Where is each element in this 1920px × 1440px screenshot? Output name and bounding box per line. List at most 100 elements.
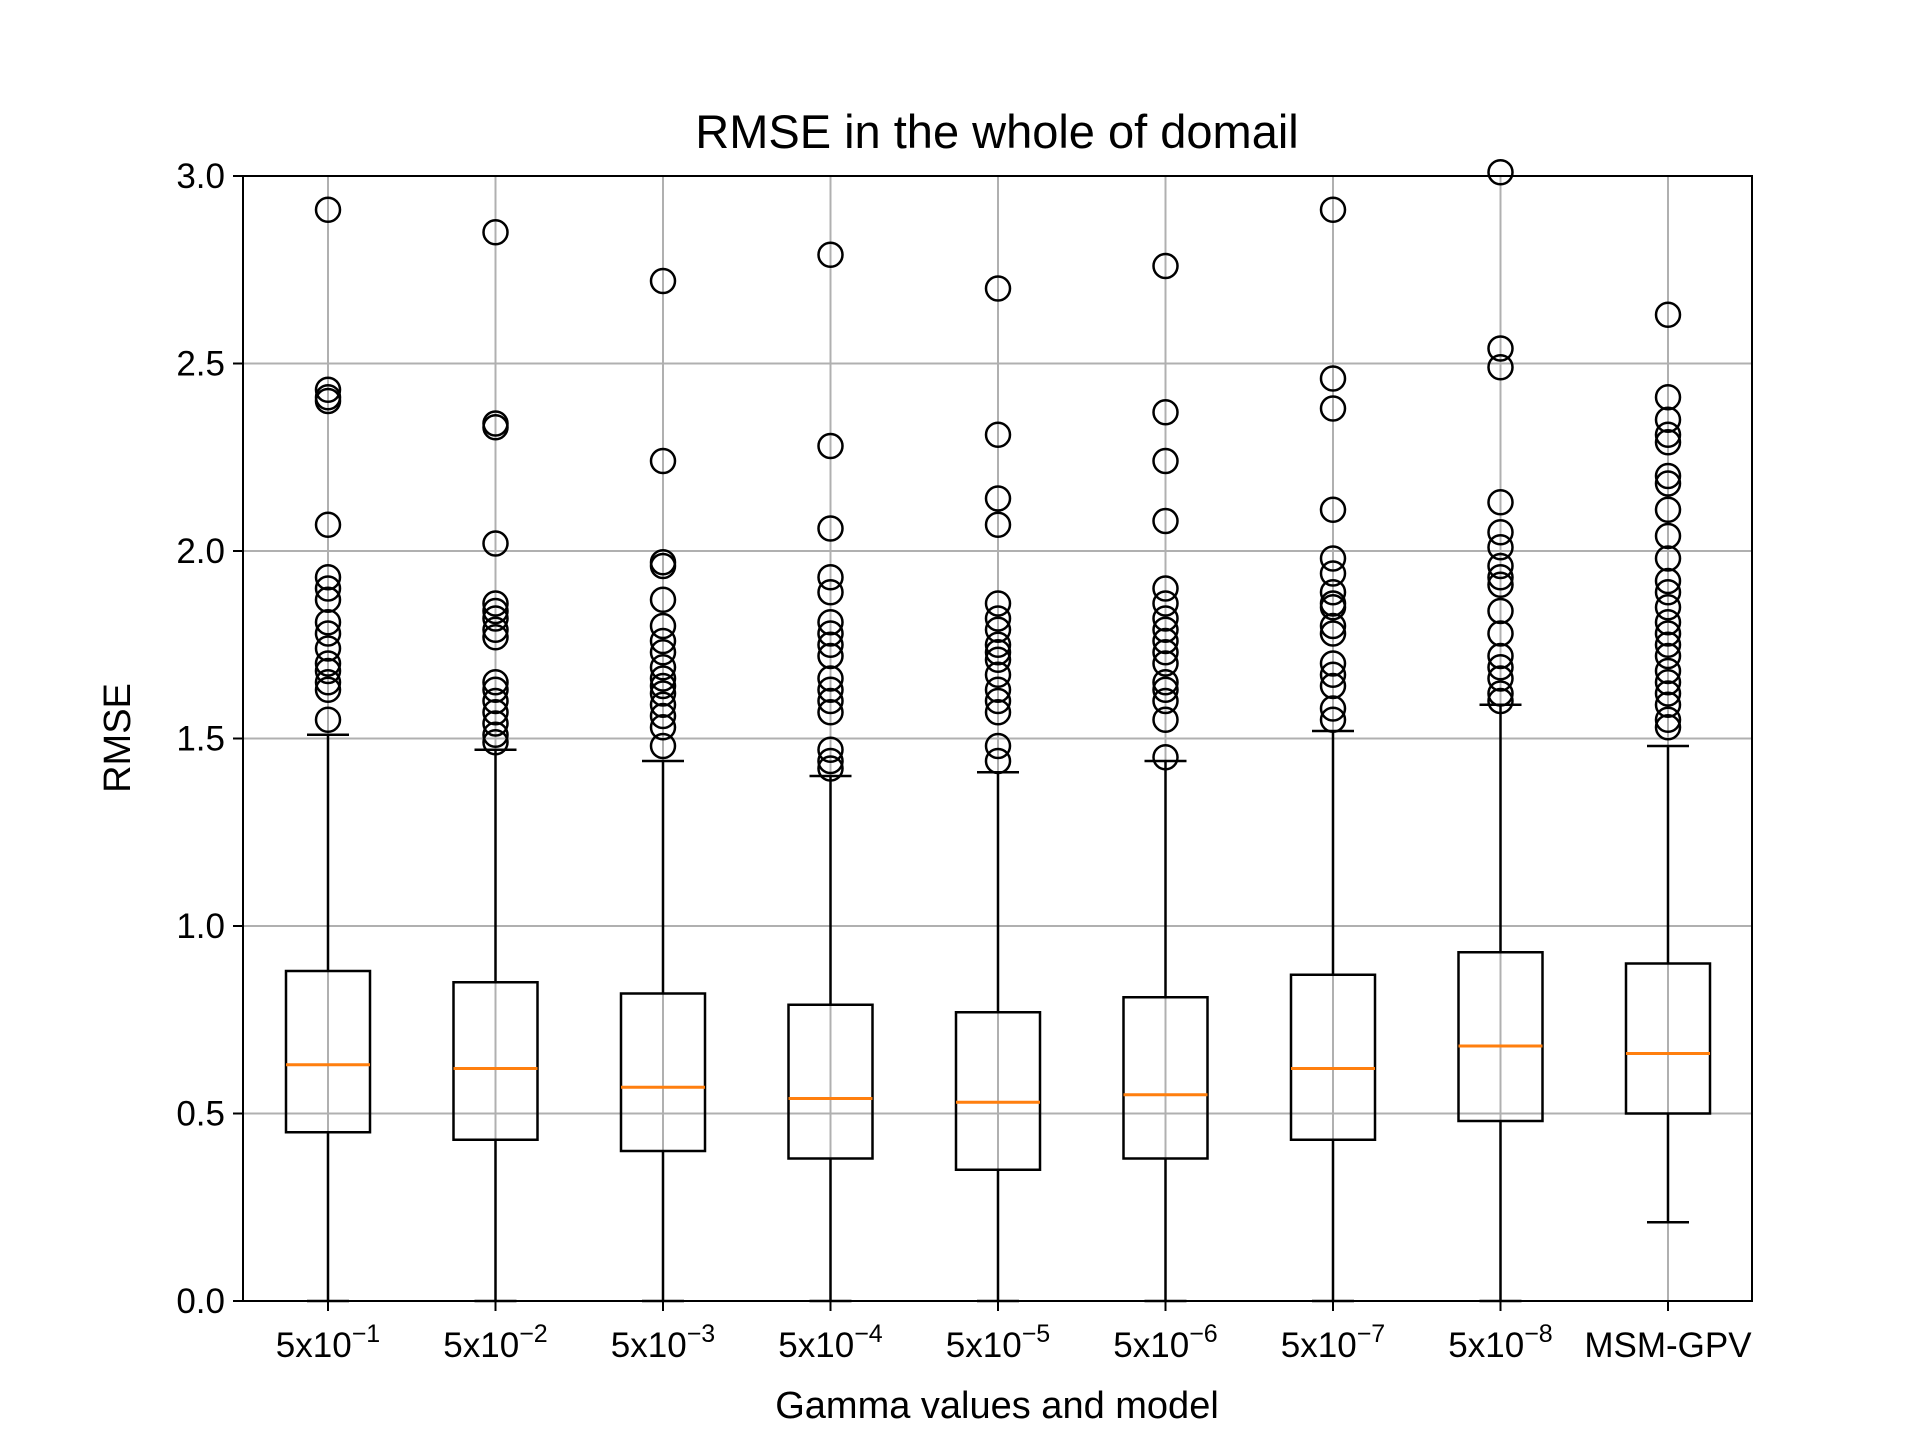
outlier-point [1319,612,1347,640]
outlier-point [1152,507,1179,535]
outlier-point [314,650,342,677]
outlier-point [1654,522,1682,550]
outlier-point [649,665,677,692]
outlier-point [649,654,677,681]
x-tick-label: MSM-GPV [1584,1326,1752,1365]
outlier-point [984,639,1012,666]
outlier-point [1654,567,1682,595]
y-tick-label: 1.0 [176,907,225,946]
outlier-point [1654,301,1682,328]
outlier-point [1319,395,1347,422]
outlier-point [314,676,342,703]
box-4 [787,241,874,1303]
outlier-point [817,579,844,606]
box-iqr [452,981,539,1141]
outlier-point [1319,650,1347,677]
outlier-point [1152,447,1179,475]
outlier-point [1319,579,1347,606]
outlier-point [1487,354,1514,381]
outlier-point [1487,597,1514,625]
outlier-point [984,605,1012,632]
outlier-point [482,669,509,696]
outlier-point [1487,680,1514,707]
outlier-point [1319,365,1347,392]
outlier-point [314,575,342,602]
outlier-point [1654,594,1682,621]
outlier-point [1654,714,1682,741]
outlier-point [1487,654,1514,681]
outlier-point [1654,429,1682,456]
outlier-point [482,219,509,246]
outlier-point [984,661,1012,688]
outlier-point [649,447,677,475]
outlier-point [1487,564,1514,591]
outlier-point [1654,470,1682,497]
outlier-point [817,736,844,763]
outlier-point [817,687,844,715]
outlier-point [984,747,1012,775]
outlier-point [984,590,1012,617]
box-iqr [954,1011,1042,1171]
outlier-point [1654,620,1682,647]
outlier-point [482,687,509,715]
outlier-point [649,639,677,666]
outlier-point [984,646,1012,673]
outlier-point [649,672,677,700]
outlier-point [314,564,342,591]
outlier-point [1654,669,1682,696]
outlier-point [817,676,844,703]
outlier-point [984,676,1012,703]
outlier-point [984,616,1012,643]
box-iqr [1624,962,1712,1115]
outlier-point [1654,657,1682,685]
outlier-point [1152,252,1179,280]
box-series [284,159,1712,1303]
outlier-point [817,699,844,726]
outlier-point [482,676,509,703]
outlier-point [482,616,509,643]
outlier-point [1487,620,1514,647]
outlier-point [314,635,342,662]
outlier-point [1152,744,1179,771]
x-tick-label: 5x10−3 [611,1320,715,1365]
outlier-point [984,687,1012,715]
box-iqr [1457,951,1544,1123]
box-iqr [284,969,372,1134]
outlier-point [817,515,844,542]
outlier-point [817,609,844,636]
x-tick-label: 5x10−2 [443,1320,547,1365]
outlier-point [1654,462,1682,490]
outlier-point [984,485,1012,512]
outlier-point [1152,676,1179,703]
box-iqr [1122,996,1209,1160]
outlier-point [482,590,509,617]
x-tick-label: 5x10−5 [946,1320,1050,1365]
chart-title: RMSE in the whole of domail [695,105,1298,158]
y-tick-label: 0.0 [176,1282,225,1321]
outlier-point [1654,609,1682,636]
box-6 [1122,252,1209,1303]
outlier-point [1152,627,1179,655]
outlier-point [1319,594,1347,621]
box-iqr [787,1003,874,1160]
outlier-point [314,669,342,696]
box-7 [1289,196,1377,1303]
outlier-point [1654,631,1682,658]
outlier-point [1152,706,1179,733]
outlier-point [1319,706,1347,733]
outlier-point [1487,642,1514,670]
x-axis-label: Gamma values and model [775,1385,1219,1427]
outlier-point [1319,545,1347,572]
outlier-point [1487,489,1514,516]
y-tick-label: 3.0 [176,157,225,196]
x-tick-label: 5x10−7 [1281,1320,1385,1365]
outlier-point [649,714,677,741]
outlier-point [1487,335,1514,362]
outlier-point [1654,496,1682,523]
outlier-point [817,642,844,670]
outlier-point [984,511,1012,538]
y-tick-label: 1.5 [176,720,225,759]
outlier-point [1487,687,1514,715]
outlier-point [314,586,342,613]
